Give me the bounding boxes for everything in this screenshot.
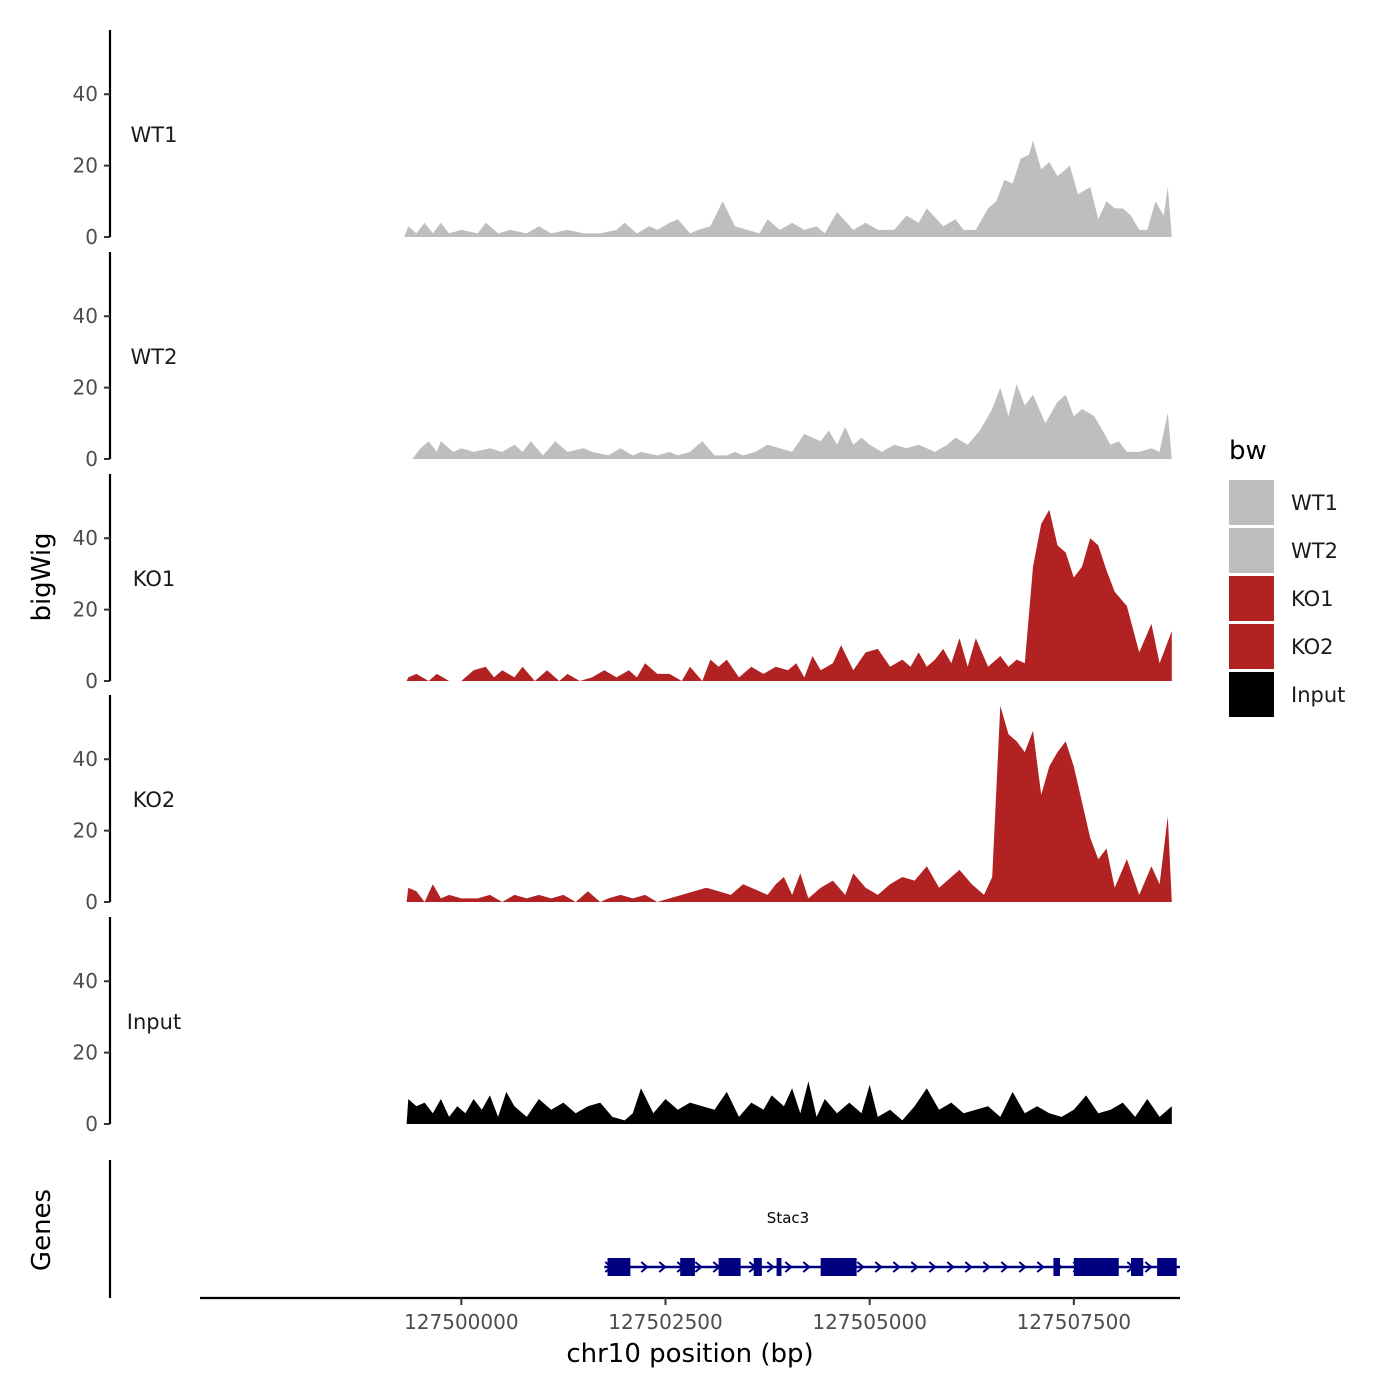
strand-arrow (640, 1261, 649, 1273)
legend-label-wt2: WT2 (1291, 539, 1338, 563)
track-panel-ko2: 0 20 40 KO2 (73, 695, 1176, 914)
legend-key-ko2 (1229, 624, 1274, 669)
x-axis-title: chr10 position (bp) (566, 1339, 813, 1369)
strand-arrow (874, 1261, 883, 1273)
strand-arrow (694, 1261, 703, 1273)
legend-label-ko1: KO1 (1291, 587, 1334, 611)
legend-title: bw (1229, 436, 1267, 466)
legend-label-input: Input (1291, 683, 1345, 707)
coverage-area-ko1 (406, 509, 1172, 681)
gene-exon (776, 1258, 782, 1276)
strand-arrow (982, 1261, 991, 1273)
y-tick-label: 40 (73, 747, 98, 771)
coverage-area-wt1 (402, 140, 1172, 237)
strand-arrow (964, 1261, 973, 1273)
track-panel-ko1: 0 20 40 KO1 (73, 474, 1172, 693)
x-tick-label: 127505000 (812, 1310, 927, 1334)
gene-exon (820, 1258, 857, 1276)
y-tick-label: 0 (85, 890, 98, 914)
legend-label-ko2: KO2 (1291, 635, 1334, 659)
y-tick-label: 0 (85, 447, 98, 471)
gene-exon (1073, 1258, 1119, 1276)
strand-arrow (1000, 1261, 1009, 1273)
track-label-ko2: KO2 (133, 788, 176, 812)
gene-exon (1157, 1258, 1177, 1276)
strand-arrow (766, 1261, 775, 1273)
gene-exon (607, 1258, 631, 1276)
track-label-wt2: WT2 (131, 345, 178, 369)
track-panels: 0 20 40 WT1 0 20 40 WT2 0 20 40 KO1 0 20 40 KO2 0 20 40 Inp… (73, 30, 1176, 1136)
legend-key-input (1229, 672, 1274, 717)
gene-exon (680, 1258, 695, 1276)
y-tick-label: 20 (73, 376, 98, 400)
gene-exon (718, 1258, 741, 1276)
y-tick-label: 20 (73, 819, 98, 843)
gene-track-title: Genes (27, 1189, 57, 1271)
strand-arrow (856, 1261, 865, 1273)
track-label-wt1: WT1 (131, 123, 178, 147)
y-tick-label: 40 (73, 82, 98, 106)
strand-arrow (1018, 1261, 1027, 1273)
y-axis-title: bigWig (27, 532, 57, 621)
gene-track-panel: Stac3 (108, 1160, 1180, 1298)
x-tick-label: 127507500 (1017, 1310, 1132, 1334)
strand-arrow (802, 1261, 811, 1273)
gene-exon (1053, 1258, 1060, 1276)
legend-key-wt2 (1229, 528, 1274, 573)
track-panel-input: 0 20 40 Input (73, 917, 1172, 1136)
gene-label: Stac3 (767, 1209, 809, 1227)
coverage-area-ko2 (406, 705, 1176, 902)
coverage-area-input (406, 1081, 1172, 1124)
x-tick-label: 127502500 (608, 1310, 723, 1334)
gene-exon (753, 1258, 762, 1276)
y-tick-label: 0 (85, 1112, 98, 1136)
strand-arrow (892, 1261, 901, 1273)
y-tick-label: 20 (73, 154, 98, 178)
legend: bw WT1 WT2 KO1 KO2 Input (1229, 436, 1345, 717)
y-tick-label: 40 (73, 969, 98, 993)
gene-exon (1131, 1258, 1144, 1276)
x-tick-label: 127500000 (404, 1310, 519, 1334)
strand-arrow (946, 1261, 955, 1273)
y-tick-label: 20 (73, 1041, 98, 1065)
legend-key-ko1 (1229, 576, 1274, 621)
coverage-area-wt2 (410, 384, 1172, 459)
y-tick-label: 40 (73, 304, 98, 328)
legend-label-wt1: WT1 (1291, 491, 1338, 515)
track-label-input: Input (127, 1010, 181, 1034)
y-tick-label: 0 (85, 225, 98, 249)
track-label-ko1: KO1 (133, 567, 176, 591)
strand-arrow (784, 1261, 793, 1273)
y-tick-label: 0 (85, 669, 98, 693)
legend-key-wt1 (1229, 480, 1274, 525)
y-tick-label: 20 (73, 598, 98, 622)
strand-arrow (1144, 1261, 1153, 1273)
x-axis: 127500000 127502500 127505000 127507500 (200, 1296, 1180, 1334)
strand-arrow (910, 1261, 919, 1273)
strand-arrow (928, 1261, 937, 1273)
track-panel-wt2: 0 20 40 WT2 (73, 252, 1172, 471)
strand-arrow (658, 1261, 667, 1273)
y-tick-label: 40 (73, 526, 98, 550)
track-panel-wt1: 0 20 40 WT1 (73, 30, 1172, 249)
strand-arrow (1036, 1261, 1045, 1273)
